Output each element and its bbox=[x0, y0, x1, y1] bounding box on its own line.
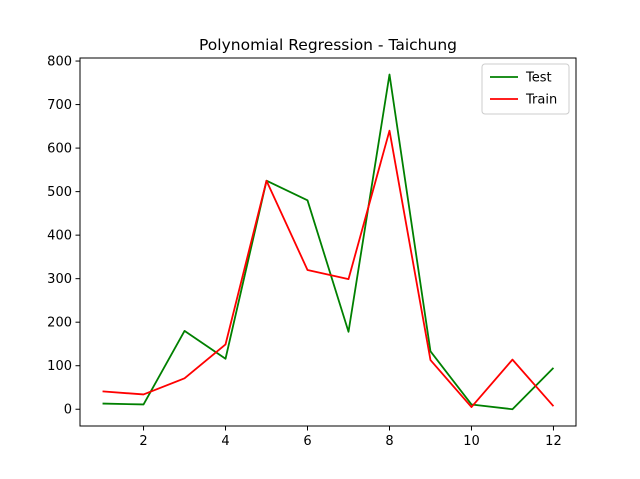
y-tick-label: 0 bbox=[64, 403, 72, 418]
y-tick-label: 800 bbox=[47, 55, 72, 70]
y-tick-label: 700 bbox=[47, 98, 72, 113]
x-axis: 2 4 6 8 10 12 bbox=[139, 426, 562, 449]
x-tick-label: 12 bbox=[545, 434, 562, 449]
y-tick-label: 500 bbox=[47, 185, 72, 200]
series-line-test bbox=[102, 73, 555, 411]
series-line-train bbox=[102, 129, 555, 408]
chart-title: Polynomial Regression - Taichung bbox=[199, 36, 457, 54]
plot-area-frame bbox=[79, 57, 577, 427]
legend-label-test: Test bbox=[525, 71, 552, 86]
x-tick-label: 2 bbox=[139, 434, 147, 449]
legend-label-train: Train bbox=[525, 93, 557, 108]
series-layer bbox=[102, 73, 555, 411]
y-axis: 0 100 200 300 400 500 600 700 800 bbox=[47, 55, 80, 418]
legend: Test Train bbox=[481, 63, 570, 115]
x-tick-label: 4 bbox=[221, 434, 229, 449]
y-tick-label: 200 bbox=[47, 316, 72, 331]
x-tick-label: 10 bbox=[463, 434, 480, 449]
x-tick-label: 6 bbox=[303, 434, 311, 449]
y-tick-label: 100 bbox=[47, 359, 72, 374]
x-tick-label: 8 bbox=[385, 434, 393, 449]
y-tick-label: 400 bbox=[47, 229, 72, 244]
y-tick-label: 300 bbox=[47, 272, 72, 287]
y-tick-label: 600 bbox=[47, 142, 72, 157]
